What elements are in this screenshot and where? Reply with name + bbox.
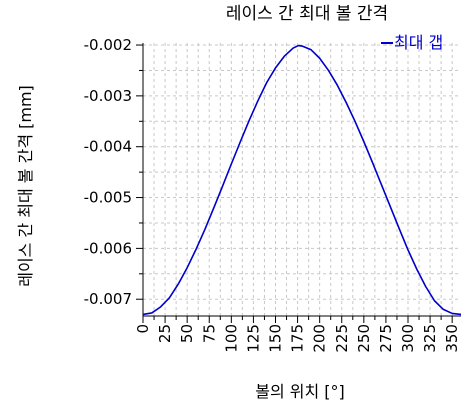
x-axis-label: 볼의 위치 [°] [255,382,345,401]
x-tick-label: 250 [355,324,373,353]
x-tick-label: 0 [134,324,152,334]
y-axis-label: 레이스 간 최대 볼 간격 [mm] [16,85,35,287]
series-layer [142,44,462,316]
y-tick-label: -0.002 [84,36,132,54]
y-tick-label: -0.003 [84,87,132,105]
y-tick-label: -0.005 [84,189,132,207]
x-tick-label: 50 [178,324,196,343]
x-axis-ticks: 0 25 50 75 100 125 150 175 200 225 250 275 300 325 350 [134,316,461,353]
x-tick-label: 125 [244,324,262,353]
x-tick-label: 200 [311,324,329,353]
x-tick-label: 225 [333,324,351,353]
y-tick-label: -0.004 [84,138,132,156]
legend: 최대 갭 [381,33,443,52]
x-tick-label: 25 [156,324,174,343]
y-tick-label: -0.007 [84,290,132,308]
x-tick-label: 175 [289,324,307,353]
x-tick-label: 325 [421,324,439,353]
x-tick-label: 350 [443,324,461,353]
x-tick-label: 150 [267,324,285,353]
x-tick-label: 275 [377,324,395,353]
grid [143,43,461,316]
x-tick-label: 75 [200,324,218,343]
x-tick-label: 300 [399,324,417,353]
legend-label: 최대 갭 [394,33,443,52]
x-tick-label: 100 [222,324,240,353]
chart-title: 레이스 간 최대 볼 간격 [226,4,388,24]
y-axis-ticks: -0.002 -0.003 -0.004 -0.005 -0.006 -0.007 [84,36,143,308]
y-tick-label: -0.006 [84,239,132,257]
series-line [142,44,462,316]
